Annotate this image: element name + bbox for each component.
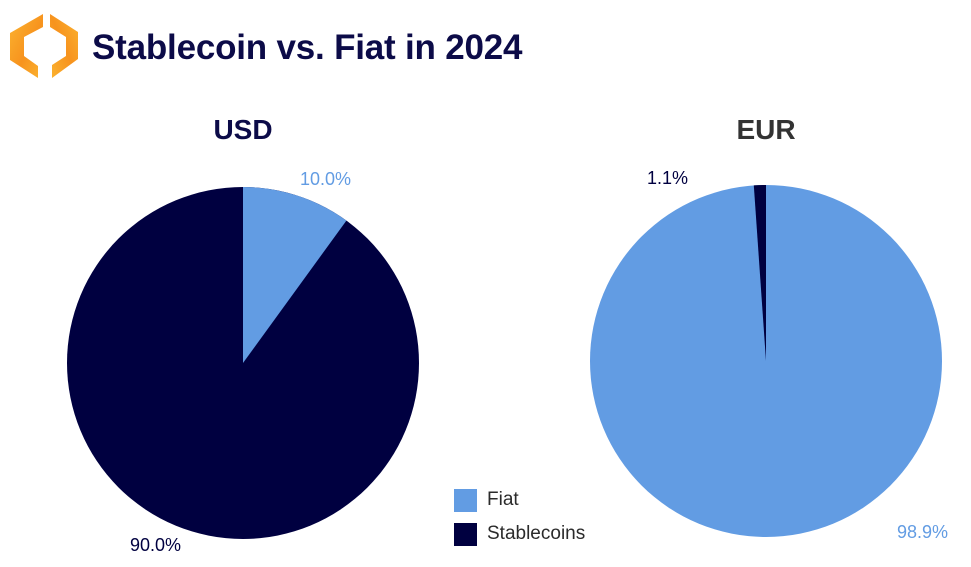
page-title: Stablecoin vs. Fiat in 2024 xyxy=(92,28,523,67)
legend-item-stablecoins: Stablecoins xyxy=(454,517,585,551)
eur-stablecoins-slice xyxy=(753,184,766,361)
legend-label-stablecoins: Stablecoins xyxy=(487,523,586,544)
fiat-swatch-icon xyxy=(454,488,477,512)
eur-stablecoins-value-label: 1.1% xyxy=(647,168,689,188)
stablecoins-swatch-icon xyxy=(454,522,477,546)
eur-chart-title: EUR xyxy=(736,114,796,145)
eur-fiat-value-label: 98.9% xyxy=(897,522,949,542)
legend-label-fiat: Fiat xyxy=(487,489,519,510)
usd-fiat-value-label: 10.0% xyxy=(300,169,352,189)
hexagon-brackets-logo-icon xyxy=(10,14,78,78)
legend-item-fiat: Fiat xyxy=(454,483,585,517)
usd-fiat-slice xyxy=(243,187,347,363)
usd-stablecoins-value-label: 90.0% xyxy=(130,535,182,555)
usd-pie xyxy=(67,187,419,539)
usd-chart-title: USD xyxy=(213,114,273,145)
eur-pie xyxy=(590,184,942,537)
legend: Fiat Stablecoins xyxy=(454,483,585,551)
